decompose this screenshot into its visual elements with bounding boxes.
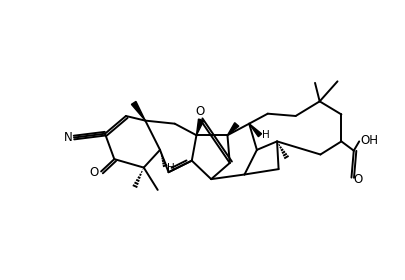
Polygon shape xyxy=(196,119,203,135)
Polygon shape xyxy=(249,124,261,137)
Text: O: O xyxy=(90,166,98,179)
Text: H: H xyxy=(262,130,269,140)
Text: H: H xyxy=(166,163,174,173)
Text: O: O xyxy=(353,173,362,186)
Text: N: N xyxy=(64,131,72,144)
Text: OH: OH xyxy=(360,134,378,147)
Polygon shape xyxy=(131,101,145,121)
Polygon shape xyxy=(227,123,238,135)
Text: O: O xyxy=(195,105,205,118)
